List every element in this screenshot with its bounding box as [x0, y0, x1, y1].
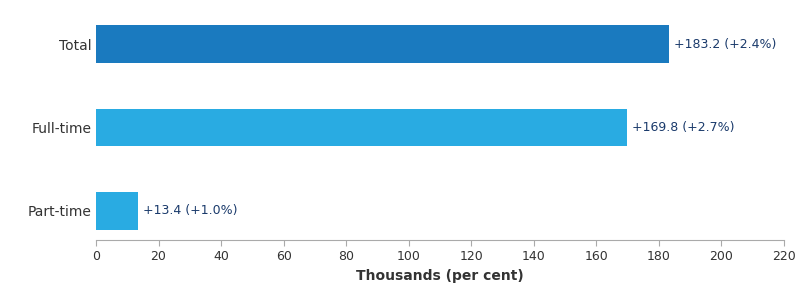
- X-axis label: Thousands (per cent): Thousands (per cent): [356, 269, 524, 283]
- Text: +183.2 (+2.4%): +183.2 (+2.4%): [674, 38, 776, 50]
- Bar: [96, 192, 138, 230]
- Bar: [96, 109, 627, 146]
- Text: +13.4 (+1.0%): +13.4 (+1.0%): [142, 205, 237, 218]
- Text: +169.8 (+2.7%): +169.8 (+2.7%): [632, 121, 734, 134]
- Bar: [96, 25, 669, 63]
